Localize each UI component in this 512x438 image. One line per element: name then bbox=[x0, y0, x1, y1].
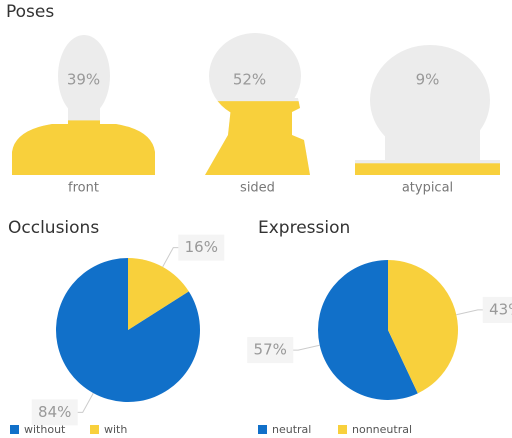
category-label: atypical bbox=[402, 181, 453, 196]
chart-title: Poses bbox=[6, 2, 54, 22]
label-box bbox=[31, 399, 78, 426]
value-label: 43% bbox=[489, 300, 512, 318]
silhouette bbox=[355, 45, 500, 175]
category-label: sided bbox=[240, 181, 275, 196]
value-label: 57% bbox=[254, 341, 287, 359]
legend-swatch bbox=[338, 425, 347, 434]
label-box bbox=[482, 296, 512, 323]
fill-level bbox=[355, 163, 500, 175]
legend-label: nonneutral bbox=[352, 423, 412, 436]
value-label: 84% bbox=[38, 403, 71, 421]
legend-label: without bbox=[24, 423, 66, 436]
fill-level bbox=[205, 101, 310, 175]
label-box bbox=[178, 234, 225, 261]
label-box bbox=[247, 337, 294, 364]
legend-swatch bbox=[90, 425, 99, 434]
legend-swatch bbox=[258, 425, 267, 434]
pie-slice bbox=[388, 260, 458, 394]
chart-title: Occlusions bbox=[8, 218, 99, 238]
legend-label: with bbox=[104, 423, 127, 436]
legend-swatch bbox=[10, 425, 19, 434]
category-label: front bbox=[68, 181, 99, 196]
value-label: 39% bbox=[67, 71, 100, 89]
fill-level bbox=[12, 120, 155, 175]
legend-label: neutral bbox=[272, 423, 311, 436]
pie-slice bbox=[128, 258, 189, 330]
value-label: 9% bbox=[416, 71, 440, 89]
value-label: 52% bbox=[233, 71, 266, 89]
value-label: 16% bbox=[185, 238, 218, 256]
chart-title: Expression bbox=[258, 218, 350, 238]
pie-slice bbox=[55, 258, 200, 403]
pie-slice bbox=[317, 260, 418, 400]
